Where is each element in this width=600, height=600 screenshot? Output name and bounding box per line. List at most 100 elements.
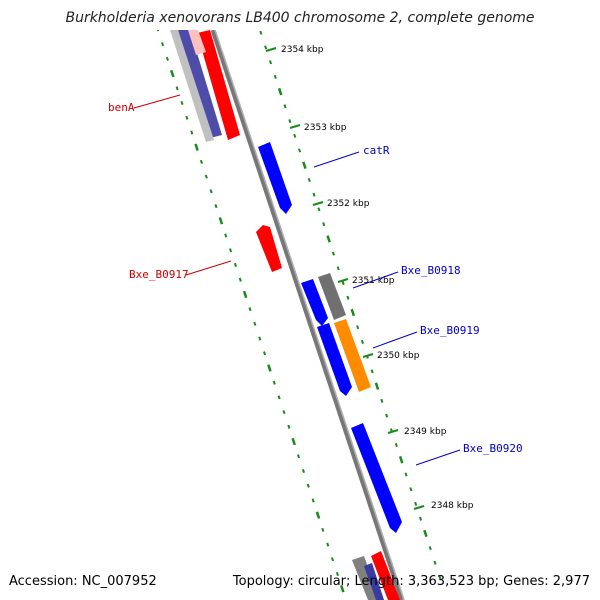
tick-mark-inner (277, 87, 283, 96)
tick-mark-outer (229, 248, 233, 253)
tick-mark-inner (298, 148, 302, 153)
gene-label-Bxe_B0920[interactable]: Bxe_B0920 (463, 442, 523, 455)
tick-mark-inner (394, 442, 398, 448)
gene-feature-top-grey[interactable] (170, 30, 214, 142)
tick-mark-inner (370, 369, 374, 374)
tick-mark-inner (259, 30, 263, 35)
tick-mark-inner (336, 266, 340, 271)
tick-mark-outer (199, 159, 203, 164)
label-leaders (133, 94, 461, 466)
tick-ring-inner (255, 15, 442, 580)
genome-backbone-highlight (214, 30, 405, 600)
tick-mark-outer (238, 277, 242, 282)
tick-mark-inner (423, 529, 428, 538)
tick-mark-inner (428, 546, 432, 551)
kbp-tick-2348 (413, 505, 425, 510)
tick-mark-outer (326, 542, 330, 547)
tick-mark-outer (248, 307, 252, 312)
tick-mark-inner (264, 45, 268, 50)
tick-mark-inner (404, 472, 408, 477)
tick-mark-outer (147, 0, 149, 3)
gene-feature-Bxe_B0920[interactable] (351, 423, 402, 533)
kbp-tick-2352 (312, 201, 324, 206)
tick-mark-outer (233, 262, 237, 267)
tick-mark-outer (297, 454, 301, 459)
gene-features (170, 30, 402, 600)
tick-mark-inner (283, 104, 287, 109)
map-title: Burkholderia xenovorans LB400 chromosome… (65, 10, 535, 26)
tick-mark-inner (273, 74, 277, 79)
leader-Bxe_B0919 (372, 331, 418, 349)
gene-feature-Bxe_B0917[interactable] (256, 225, 282, 272)
kbp-tick-2349 (387, 429, 399, 434)
leader-catR (313, 151, 360, 168)
kbp-tick-2350 (362, 353, 374, 358)
tick-mark-inner (414, 501, 418, 506)
gene-feature-Bxe_B0918[interactable] (301, 279, 328, 326)
tick-mark-inner (307, 177, 311, 183)
tick-mark-inner (350, 308, 356, 317)
tick-mark-outer (161, 42, 165, 47)
tick-mark-inner (255, 15, 257, 22)
tick-mark-outer (340, 585, 345, 593)
gene-feature-Bxe_B0918-grey[interactable] (318, 273, 346, 320)
tick-mark-inner (331, 251, 335, 256)
kbp-tick-2351 (337, 278, 349, 283)
tick-mark-inner (322, 222, 326, 227)
gene-feature-bottom-blue[interactable] (364, 563, 384, 600)
tick-mark-inner (341, 281, 345, 286)
gene-feature-benA[interactable] (197, 30, 240, 140)
gene-labels: benA catR Bxe_B0917 Bxe_B0918 Bxe_B0919 … (108, 101, 523, 455)
tick-mark-inner (409, 487, 413, 492)
accession-text: Accession: NC_007952 (9, 574, 157, 589)
genome-backbone (210, 30, 405, 600)
gene-label-Bxe_B0919[interactable]: Bxe_B0919 (420, 324, 480, 337)
tick-mark-inner (374, 382, 380, 390)
tick-mark-outer (170, 69, 175, 78)
gene-label-Bxe_B0918[interactable]: Bxe_B0918 (401, 264, 461, 277)
tick-mark-outer (315, 511, 321, 519)
tick-mark-outer (311, 498, 315, 503)
tick-mark-inner (326, 235, 331, 243)
gene-feature-catR[interactable] (258, 142, 292, 214)
tick-mark-inner (346, 295, 350, 300)
kbp-label-2352: 2352 kbp (327, 199, 370, 209)
leader-Bxe_B0918 (352, 271, 399, 289)
gene-label-Bxe_B0917[interactable]: Bxe_B0917 (129, 268, 189, 281)
gene-label-catR[interactable]: catR (363, 144, 390, 157)
tick-mark-outer (224, 233, 228, 238)
tick-mark-outer (218, 217, 224, 225)
kbp-tick-2353 (289, 124, 301, 129)
leader-benA (133, 94, 181, 109)
kbp-label-2353: 2353 kbp (304, 123, 347, 133)
tick-mark-outer (180, 100, 184, 106)
tick-mark-inner (433, 560, 437, 565)
tick-mark-outer (175, 86, 179, 91)
kbp-label-2348: 2348 kbp (431, 501, 474, 511)
tick-mark-outer (209, 189, 213, 194)
tick-mark-inner (360, 339, 364, 344)
gene-label-benA[interactable]: benA (108, 101, 135, 114)
tick-mark-outer (185, 115, 189, 120)
tick-mark-inner (398, 456, 404, 464)
tick-mark-outer (253, 321, 257, 326)
gene-feature-bottom-red[interactable] (371, 551, 400, 600)
kbp-tick-2354 (265, 47, 277, 52)
tick-mark-inner (380, 398, 384, 403)
kbp-label-2354: 2354 kbp (281, 45, 324, 55)
tick-mark-outer (277, 395, 281, 400)
tick-mark-outer (194, 143, 199, 151)
kbp-label-2349: 2349 kbp (404, 427, 447, 437)
tick-mark-outer (335, 572, 339, 577)
tick-mark-outer (321, 527, 325, 532)
tick-mark-outer (156, 30, 160, 32)
gene-feature-Bxe_B0919-blue[interactable] (317, 323, 352, 396)
tick-mark-inner (269, 60, 273, 65)
tick-mark-inner (293, 133, 297, 138)
tick-mark-outer (152, 13, 153, 16)
gene-feature-top-red-light[interactable] (188, 30, 206, 55)
gene-feature-Bxe_B0919[interactable] (334, 319, 371, 392)
tick-mark-outer (272, 380, 276, 385)
gene-feature-top-blue[interactable] (178, 30, 222, 138)
tick-mark-outer (306, 483, 310, 488)
